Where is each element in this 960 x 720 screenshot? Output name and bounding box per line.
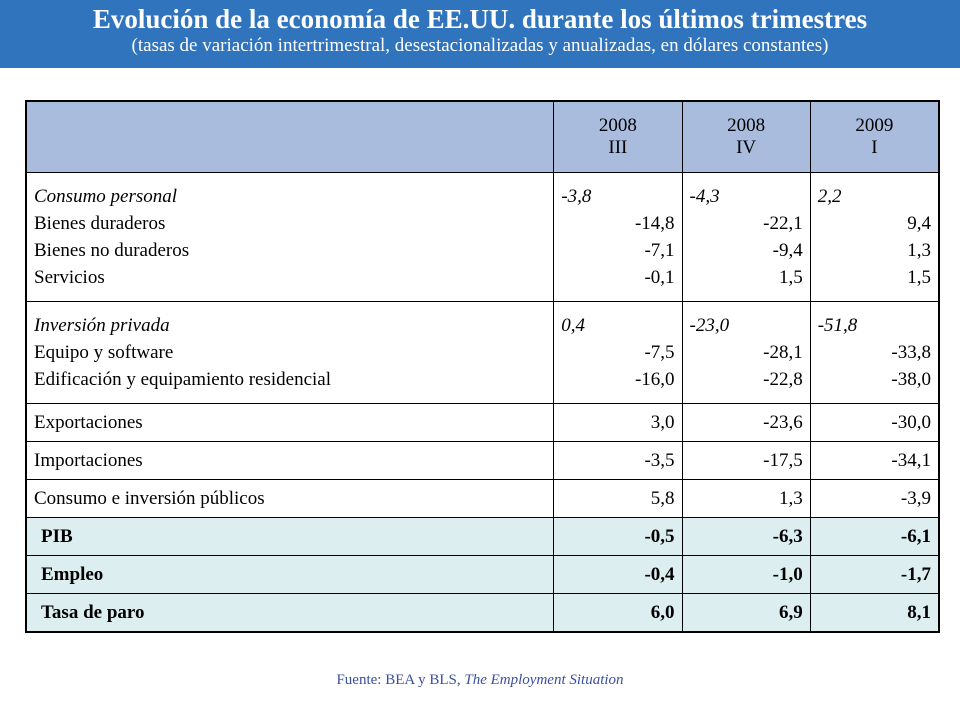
cell-value: 6,0 xyxy=(553,593,683,633)
row-label: Bienes duraderos xyxy=(34,213,166,234)
cell-value: -1,0 xyxy=(681,555,811,594)
cell-value: -23,0 xyxy=(689,315,730,336)
row-label: Equipo y software xyxy=(34,342,174,363)
source-prefix: Fuente: BEA y BLS, xyxy=(336,672,465,688)
source-note: Fuente: BEA y BLS, The Employment Situat… xyxy=(0,672,960,689)
cell-value: -6,1 xyxy=(809,517,940,556)
table-row-consumo: Consumo personal Bienes duraderos Bienes… xyxy=(25,172,940,302)
column-header: 2008 IV xyxy=(681,100,811,173)
cell-value: -22,1 xyxy=(763,213,803,234)
source-publication: The Employment Situation xyxy=(464,672,624,688)
row-label: Tasa de paro xyxy=(25,593,555,633)
row-label: PIB xyxy=(25,517,555,556)
row-label: Empleo xyxy=(25,555,555,594)
cell-value: -51,8 xyxy=(817,315,858,336)
cell-value: -3,9 xyxy=(809,479,940,518)
column-year: 2008 xyxy=(598,115,637,136)
cell-value: -14,8 xyxy=(634,213,675,234)
column-quarter: I xyxy=(871,137,878,158)
cell-value: -28,1 xyxy=(763,342,803,363)
cell-value: -16,0 xyxy=(634,369,675,390)
cell-value: -34,1 xyxy=(809,441,940,480)
column-year: 2009 xyxy=(855,115,894,136)
cell-value: -33,8 xyxy=(891,342,931,363)
cell-value: -23,6 xyxy=(681,403,811,442)
cell-value: -17,5 xyxy=(681,441,811,480)
cell-value: -9,4 xyxy=(772,240,803,261)
table-header-row: 2008 III 2008 IV 2009 I xyxy=(25,100,940,173)
row-label: Edificación y equipamiento residencial xyxy=(34,369,332,390)
cell-value: 3,0 xyxy=(553,403,683,442)
cell-value: 5,8 xyxy=(553,479,683,518)
cell-value: -38,0 xyxy=(891,369,931,390)
column-year: 2008 xyxy=(727,115,766,136)
column-quarter: IV xyxy=(736,137,757,158)
value-cell: -23,0 -28,1 -22,8 xyxy=(681,301,811,404)
table-row-exportaciones: Exportaciones 3,0 -23,6 -30,0 xyxy=(25,403,940,442)
row-label: Importaciones xyxy=(25,441,555,480)
cell-value: 1,3 xyxy=(681,479,811,518)
value-cell: -4,3 -22,1 -9,4 1,5 xyxy=(681,172,811,302)
cell-value: -0,1 xyxy=(644,267,675,288)
row-label: Consumo personal xyxy=(34,186,178,207)
table-row-consumo-publico: Consumo e inversión públicos 5,8 1,3 -3,… xyxy=(25,479,940,518)
value-cell: 0,4 -7,5 -16,0 xyxy=(553,301,683,404)
economy-table: 2008 III 2008 IV 2009 I Consumo personal… xyxy=(25,100,940,633)
cell-value: 6,9 xyxy=(681,593,811,633)
cell-value: -30,0 xyxy=(809,403,940,442)
row-label: Bienes no duraderos xyxy=(34,240,190,261)
column-header: 2009 I xyxy=(809,100,940,173)
cell-value: 8,1 xyxy=(809,593,940,633)
cell-value: -1,7 xyxy=(809,555,940,594)
cell-value: -7,5 xyxy=(644,342,675,363)
column-header: 2008 III xyxy=(553,100,683,173)
page-subtitle: (tasas de variación intertrimestral, des… xyxy=(131,35,829,56)
cell-value: 1,3 xyxy=(907,240,931,261)
page-title: Evolución de la economía de EE.UU. duran… xyxy=(92,4,868,34)
cell-value: -6,3 xyxy=(681,517,811,556)
table-row-importaciones: Importaciones -3,5 -17,5 -34,1 xyxy=(25,441,940,480)
header-empty-cell xyxy=(25,100,555,173)
table-row-empleo: Empleo -0,4 -1,0 -1,7 xyxy=(25,555,940,594)
cell-value: 1,5 xyxy=(778,267,803,288)
table-row-tasa-paro: Tasa de paro 6,0 6,9 8,1 xyxy=(25,593,940,633)
cell-value: -3,8 xyxy=(561,186,592,207)
value-cell: -51,8 -33,8 -38,0 xyxy=(809,301,940,404)
row-label: Consumo e inversión públicos xyxy=(25,479,555,518)
cell-value: -7,1 xyxy=(644,240,675,261)
column-quarter: III xyxy=(608,137,628,158)
row-label: Servicios xyxy=(34,267,105,288)
cell-value: 9,4 xyxy=(907,213,931,234)
title-banner: Evolución de la economía de EE.UU. duran… xyxy=(0,0,960,68)
cell-value: -4,3 xyxy=(689,186,720,207)
table-row-pib: PIB -0,5 -6,3 -6,1 xyxy=(25,517,940,556)
row-label: Inversión privada xyxy=(34,315,170,336)
cell-value: 1,5 xyxy=(907,267,931,288)
cell-value: 2,2 xyxy=(817,186,842,207)
cell-value: -0,5 xyxy=(553,517,683,556)
row-labels: Inversión privada Equipo y software Edif… xyxy=(25,301,555,404)
value-cell: 2,2 9,4 1,3 1,5 xyxy=(809,172,940,302)
table-row-inversion: Inversión privada Equipo y software Edif… xyxy=(25,301,940,404)
cell-value: -22,8 xyxy=(763,369,803,390)
row-label: Exportaciones xyxy=(25,403,555,442)
value-cell: -3,8 -14,8 -7,1 -0,1 xyxy=(553,172,683,302)
row-labels: Consumo personal Bienes duraderos Bienes… xyxy=(25,172,555,302)
cell-value: -3,5 xyxy=(553,441,683,480)
cell-value: -0,4 xyxy=(553,555,683,594)
cell-value: 0,4 xyxy=(561,315,586,336)
